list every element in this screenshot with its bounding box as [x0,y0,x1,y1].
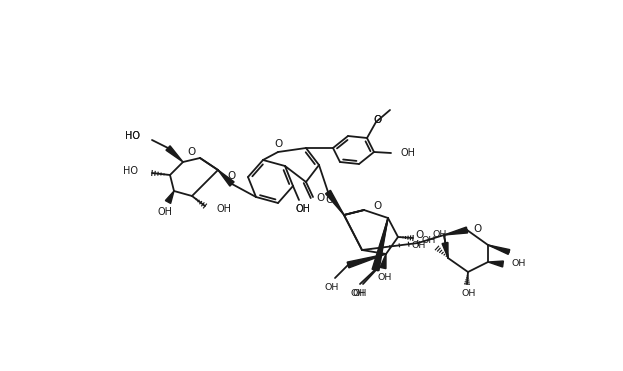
Text: OH: OH [295,204,310,214]
Text: O: O [275,139,283,149]
Text: O: O [228,171,236,181]
Text: O: O [326,195,334,205]
Text: O: O [416,230,424,240]
Text: OH: OH [158,207,173,217]
Text: O: O [317,193,325,203]
Text: OH: OH [433,230,447,239]
Polygon shape [442,242,448,258]
Polygon shape [372,218,388,271]
Text: HO: HO [125,131,140,141]
Polygon shape [488,245,510,255]
Polygon shape [380,254,386,269]
Polygon shape [347,254,386,268]
Text: O: O [374,115,382,125]
Text: OH: OH [401,148,416,158]
Polygon shape [488,261,503,267]
Text: OH: OH [412,242,426,250]
Text: OH: OH [325,283,339,292]
Polygon shape [166,146,183,162]
Text: O: O [474,224,482,234]
Text: O: O [187,147,195,157]
Polygon shape [326,190,344,215]
Polygon shape [444,227,468,235]
Polygon shape [373,218,388,271]
Text: OH: OH [351,289,365,299]
Text: O: O [374,115,382,125]
Text: OH: OH [512,259,526,269]
Text: HO: HO [125,131,140,141]
Text: OH: OH [295,204,310,214]
Text: HO: HO [123,166,138,176]
Text: OH: OH [217,204,232,214]
Text: O: O [374,201,382,211]
Text: OH: OH [353,289,367,299]
Text: OH: OH [422,236,436,244]
Polygon shape [165,191,174,203]
Text: OH: OH [378,273,392,282]
Text: OH: OH [462,289,476,299]
Polygon shape [218,170,234,186]
